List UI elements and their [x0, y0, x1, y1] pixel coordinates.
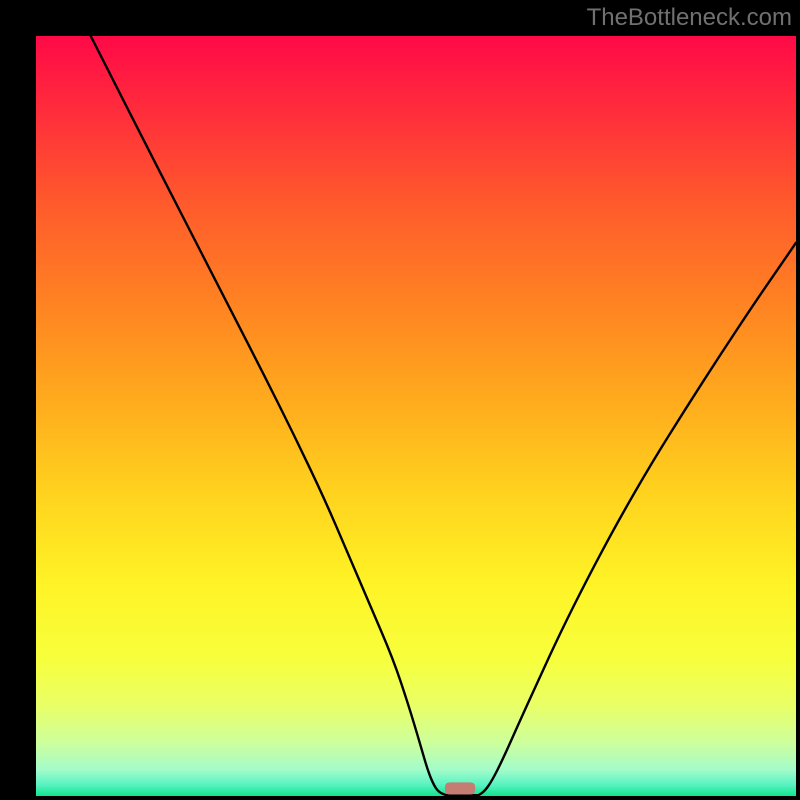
chart-container: TheBottleneck.com — [0, 0, 800, 800]
bottleneck-chart-canvas — [0, 0, 800, 800]
